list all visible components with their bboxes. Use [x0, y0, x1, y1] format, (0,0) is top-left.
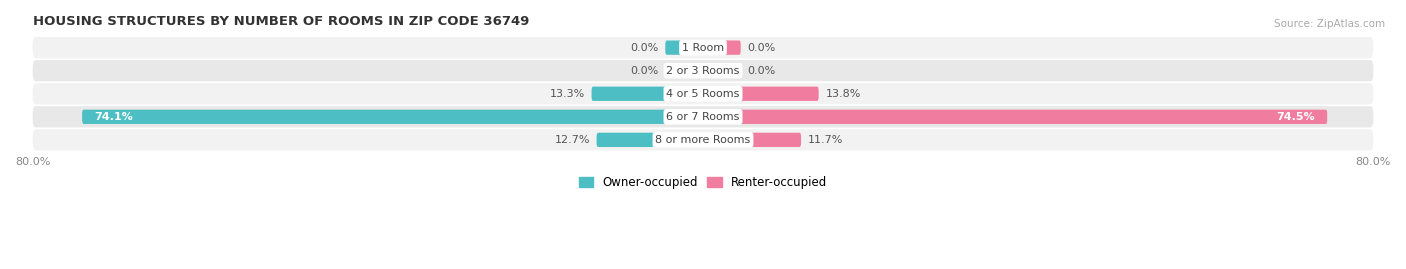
FancyBboxPatch shape — [703, 41, 741, 55]
Text: 4 or 5 Rooms: 4 or 5 Rooms — [666, 89, 740, 99]
FancyBboxPatch shape — [703, 110, 1327, 124]
Text: 0.0%: 0.0% — [630, 43, 658, 53]
FancyBboxPatch shape — [32, 60, 1374, 81]
FancyBboxPatch shape — [703, 133, 801, 147]
Text: 0.0%: 0.0% — [748, 43, 776, 53]
Text: 13.8%: 13.8% — [825, 89, 860, 99]
Text: 12.7%: 12.7% — [554, 135, 591, 145]
Text: 2 or 3 Rooms: 2 or 3 Rooms — [666, 66, 740, 76]
Text: 13.3%: 13.3% — [550, 89, 585, 99]
Text: 0.0%: 0.0% — [630, 66, 658, 76]
FancyBboxPatch shape — [665, 63, 703, 78]
Legend: Owner-occupied, Renter-occupied: Owner-occupied, Renter-occupied — [574, 171, 832, 194]
Text: 74.1%: 74.1% — [94, 112, 134, 122]
Text: 0.0%: 0.0% — [748, 66, 776, 76]
Text: 1 Room: 1 Room — [682, 43, 724, 53]
FancyBboxPatch shape — [665, 41, 703, 55]
FancyBboxPatch shape — [32, 83, 1374, 104]
FancyBboxPatch shape — [32, 129, 1374, 150]
FancyBboxPatch shape — [703, 87, 818, 101]
FancyBboxPatch shape — [82, 110, 703, 124]
FancyBboxPatch shape — [32, 106, 1374, 128]
Text: Source: ZipAtlas.com: Source: ZipAtlas.com — [1274, 19, 1385, 29]
Text: 8 or more Rooms: 8 or more Rooms — [655, 135, 751, 145]
Text: 74.5%: 74.5% — [1277, 112, 1315, 122]
FancyBboxPatch shape — [703, 63, 741, 78]
Text: 11.7%: 11.7% — [807, 135, 844, 145]
FancyBboxPatch shape — [32, 37, 1374, 58]
FancyBboxPatch shape — [596, 133, 703, 147]
Text: HOUSING STRUCTURES BY NUMBER OF ROOMS IN ZIP CODE 36749: HOUSING STRUCTURES BY NUMBER OF ROOMS IN… — [32, 15, 529, 28]
FancyBboxPatch shape — [592, 87, 703, 101]
Text: 6 or 7 Rooms: 6 or 7 Rooms — [666, 112, 740, 122]
